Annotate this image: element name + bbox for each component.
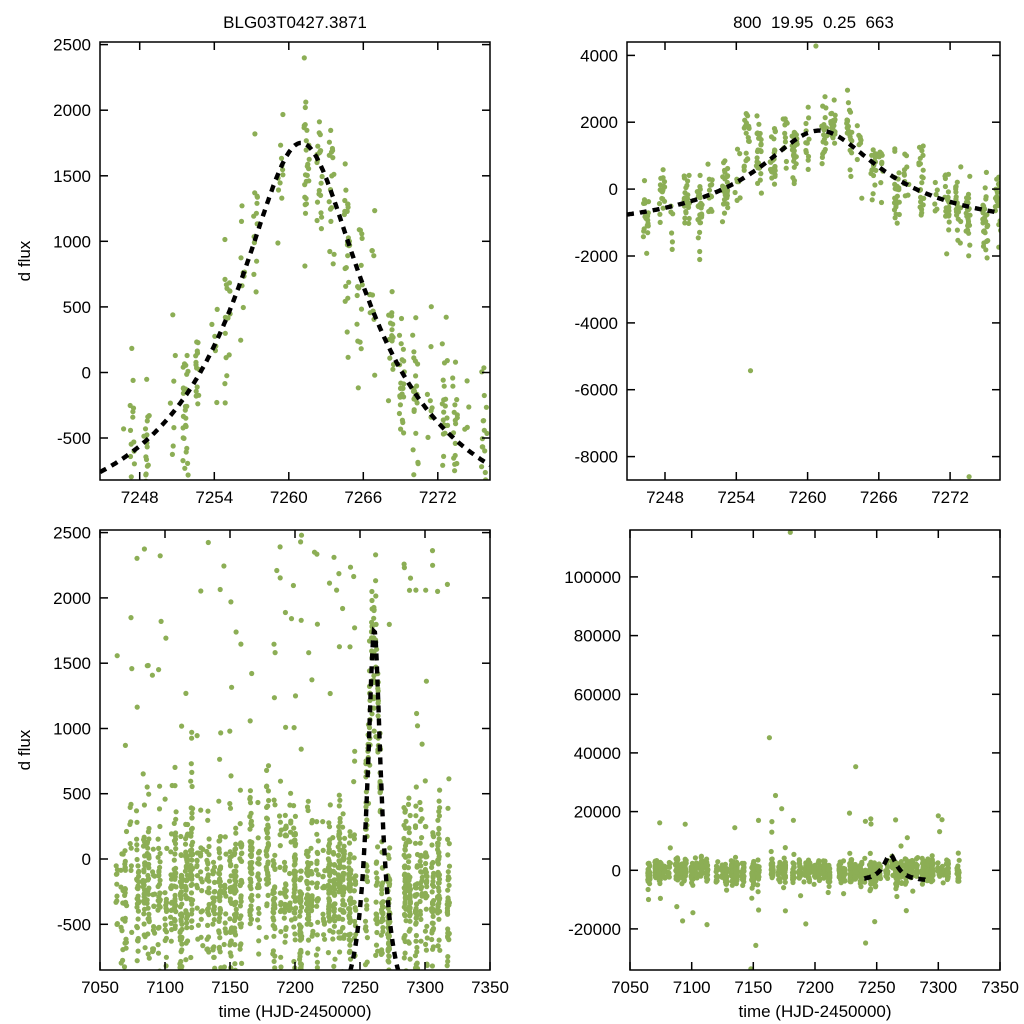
plot-frame — [629, 529, 1001, 971]
y-tick-label: 0 — [609, 180, 618, 199]
y-tick-label: -6000 — [575, 381, 618, 400]
x-tick-label: 7272 — [419, 488, 457, 507]
x-tick-label: 7254 — [717, 488, 755, 507]
x-tick-label: 7150 — [734, 978, 772, 997]
x-tick-label: 7150 — [211, 978, 249, 997]
x-tick-label: 7250 — [858, 978, 896, 997]
x-axis-label: time (HJD-2450000) — [738, 1002, 891, 1021]
y-tick-label: 1500 — [53, 167, 91, 186]
x-tick-label: 7248 — [121, 488, 159, 507]
x-tick-label: 7300 — [406, 978, 444, 997]
y-tick-label: 100000 — [564, 568, 621, 587]
y-tick-label: 0 — [82, 363, 91, 382]
x-tick-label: 7260 — [789, 488, 827, 507]
y-tick-label: 0 — [612, 861, 621, 880]
y-tick-label: 1000 — [53, 232, 91, 251]
plot-frame — [99, 41, 491, 481]
model-curve — [100, 140, 490, 475]
x-tick-label: 7250 — [341, 978, 379, 997]
y-axis-label: d flux — [15, 729, 34, 770]
y-tick-label: -8000 — [575, 448, 618, 467]
y-tick-label: -20000 — [568, 920, 621, 939]
y-tick-label: -2000 — [575, 247, 618, 266]
y-axis-label: d flux — [15, 240, 34, 281]
x-tick-label: 7350 — [471, 978, 509, 997]
x-axis-label: time (HJD-2450000) — [218, 1002, 371, 1021]
x-tick-label: 7254 — [195, 488, 233, 507]
scatter-points — [113, 532, 453, 970]
y-tick-label: 60000 — [574, 685, 621, 704]
x-tick-label: 7200 — [796, 978, 834, 997]
y-tick-label: 2000 — [53, 589, 91, 608]
x-tick-label: 7350 — [981, 978, 1019, 997]
x-tick-label: 7100 — [146, 978, 184, 997]
scatter-points — [645, 530, 962, 970]
y-tick-label: 80000 — [574, 627, 621, 646]
x-tick-label: 7300 — [919, 978, 957, 997]
x-tick-label: 7266 — [344, 488, 382, 507]
model-curve — [627, 128, 1000, 217]
panel-title: BLG03T0427.3871 — [223, 13, 367, 32]
panel-bottom-right: 7050 7100 7150 7200 7250 7300 7350 -20000 0 20000… — [564, 529, 1019, 1021]
y-tick-label: 2000 — [580, 113, 618, 132]
x-tick-label: 7272 — [931, 488, 969, 507]
x-tick-label: 7266 — [860, 488, 898, 507]
y-tick-label: 500 — [63, 785, 91, 804]
y-tick-label: 2500 — [53, 524, 91, 543]
panel-bottom-left: 7050 7100 7150 7200 7250 7300 7350 -500 0 500 1000… — [15, 524, 509, 1021]
y-tick-label: 40000 — [574, 744, 621, 763]
y-tick-label: 2000 — [53, 101, 91, 120]
y-tick-label: 1000 — [53, 719, 91, 738]
y-tick-label: 4000 — [580, 46, 618, 65]
panel-top-left: 7248 7254 7260 7266 7272 -500 0 500 1000 1500 2000… — [15, 13, 491, 507]
x-tick-label: 7050 — [81, 978, 119, 997]
y-tick-label: -4000 — [575, 314, 618, 333]
x-tick-label: 7100 — [673, 978, 711, 997]
y-tick-label: -500 — [57, 429, 91, 448]
x-tick-label: 7248 — [646, 488, 684, 507]
scatter-points — [640, 43, 1000, 480]
x-tick-label: 7260 — [270, 488, 308, 507]
y-tick-label: 500 — [63, 298, 91, 317]
y-tick-label: -500 — [57, 915, 91, 934]
panel-top-right: 7248 7254 7260 7266 7272 -8000 -6000 -4000 -2000… — [575, 13, 1001, 507]
x-tick-label: 7200 — [276, 978, 314, 997]
panel-title: 800 19.95 0.25 663 — [733, 13, 894, 32]
y-tick-label: 20000 — [574, 803, 621, 822]
y-tick-label: 1500 — [53, 654, 91, 673]
y-tick-label: 0 — [82, 850, 91, 869]
plot-frame — [626, 41, 1001, 481]
y-tick-label: 2500 — [53, 36, 91, 55]
x-tick-label: 7050 — [611, 978, 649, 997]
